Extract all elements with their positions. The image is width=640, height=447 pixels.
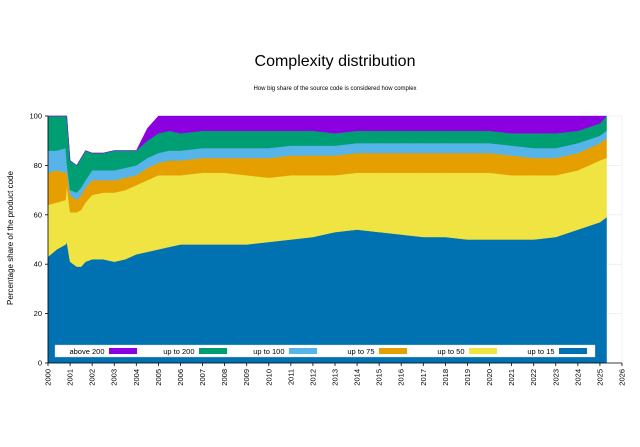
x-tick-label: 2010	[264, 369, 273, 386]
y-axis-label: Percentage share of the product code	[6, 171, 15, 305]
x-tick-label: 2000	[44, 369, 53, 386]
y-tick-label: 20	[34, 309, 42, 318]
legend-swatch	[199, 348, 227, 354]
x-tick-label: 2016	[397, 369, 406, 386]
x-tick-label: 2026	[618, 369, 627, 386]
y-tick-label: 0	[38, 359, 42, 368]
x-tick-label: 2017	[419, 369, 428, 386]
x-tick-label: 2006	[176, 369, 185, 386]
x-tick-label: 2019	[463, 369, 472, 386]
legend-label: up to 200	[163, 347, 194, 356]
x-tick-label: 2003	[110, 369, 119, 386]
x-tick-label: 2021	[507, 369, 516, 386]
legend-swatch	[379, 348, 407, 354]
legend-swatch	[289, 348, 317, 354]
chart-title: Complexity distribution	[255, 53, 416, 70]
legend-item-up-to-200: up to 200	[163, 347, 227, 356]
x-tick-label: 2024	[573, 369, 582, 386]
legend-label: up to 15	[527, 347, 554, 356]
x-tick-label: 2025	[595, 369, 604, 386]
legend-label: up to 50	[437, 347, 464, 356]
x-tick-label: 2015	[375, 369, 384, 386]
x-tick-label: 2020	[485, 369, 494, 386]
legend-item-up-to-100: up to 100	[253, 347, 317, 356]
y-tick-label: 80	[34, 161, 42, 170]
x-tick-label: 2012	[308, 369, 317, 386]
x-tick-label: 2023	[551, 369, 560, 386]
legend-label: above 200	[69, 347, 104, 356]
legend-swatch	[469, 348, 497, 354]
grid-group	[606, 115, 623, 364]
axes-group: 0 20 40 60 80 100 2000 2001 2002 2003 2004 2005 2006…	[29, 112, 626, 386]
x-tick-label: 2022	[529, 369, 538, 386]
legend-item-up-to-15: up to 15	[527, 347, 587, 356]
x-tick-label: 2008	[220, 369, 229, 386]
legend-item-up-to-50: up to 50	[437, 347, 497, 356]
legend-item-up-to-75: up to 75	[347, 347, 407, 356]
legend-label: up to 75	[347, 347, 374, 356]
y-tick-label: 60	[34, 210, 42, 219]
x-tick-label: 2018	[441, 369, 450, 386]
legend-swatch	[559, 348, 587, 354]
y-tick-label: 100	[29, 112, 42, 121]
x-tick-label: 2011	[286, 369, 295, 385]
area-series-group	[47, 115, 607, 364]
x-tick-label: 2013	[331, 369, 340, 386]
x-tick-label: 2014	[353, 369, 362, 386]
x-tick-label: 2004	[132, 369, 141, 386]
legend-label: up to 100	[253, 347, 284, 356]
legend-swatch	[109, 348, 137, 354]
x-tick-label: 2001	[66, 369, 75, 386]
legend: above 200 up to 200 up to 100 up to 75 up to…	[54, 344, 596, 358]
legend-item-above-200: above 200	[69, 347, 137, 356]
x-tick-label: 2009	[242, 369, 251, 386]
y-tick-label: 40	[34, 260, 42, 269]
legend-box	[54, 344, 596, 358]
x-tick-label: 2007	[198, 369, 207, 386]
x-tick-label: 2002	[88, 369, 97, 386]
x-tick-label: 2005	[154, 369, 163, 386]
chart-subtitle: How big share of the source code is cons…	[253, 86, 416, 92]
